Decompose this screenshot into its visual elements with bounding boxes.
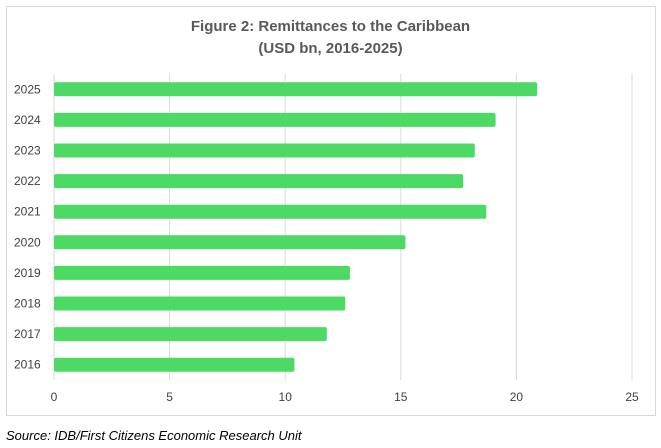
bar-2022 [54,174,464,189]
bar-2019 [54,265,350,280]
bar-2025 [54,82,538,97]
x-tick-label: 0 [51,390,58,404]
x-tick-label: 25 [625,390,639,404]
source-note: Source: IDB/First Citizens Economic Rese… [6,428,302,443]
y-tick-label: 2022 [14,174,41,188]
y-tick-label: 2019 [14,266,41,280]
y-tick-label: 2024 [14,113,41,127]
bar-2023 [54,143,475,158]
bar-2024 [54,112,496,127]
x-tick-label: 15 [394,390,408,404]
y-tick-label: 2021 [14,205,41,219]
x-tick-label: 20 [510,390,524,404]
y-tick-label: 2025 [14,82,41,96]
chart-subtitle: (USD bn, 2016-2025) [258,40,403,57]
y-tick-label: 2020 [14,235,41,249]
y-tick-label: 2018 [14,297,41,311]
y-tick-label: 2017 [14,327,41,341]
bar-2017 [54,327,327,342]
bar-2020 [54,235,406,250]
bar-chart: 0 5 10 15 20 25202520242023202220212020201920… [14,74,639,404]
y-tick-label: 2016 [14,358,41,372]
y-tick-label: 2023 [14,144,41,158]
x-tick-label: 10 [279,390,293,404]
chart-title: Figure 2: Remittances to the Caribbean [190,18,471,35]
x-tick-label: 5 [166,390,173,404]
bar-2018 [54,296,346,311]
bar-2016 [54,357,295,372]
bar-2021 [54,204,487,219]
